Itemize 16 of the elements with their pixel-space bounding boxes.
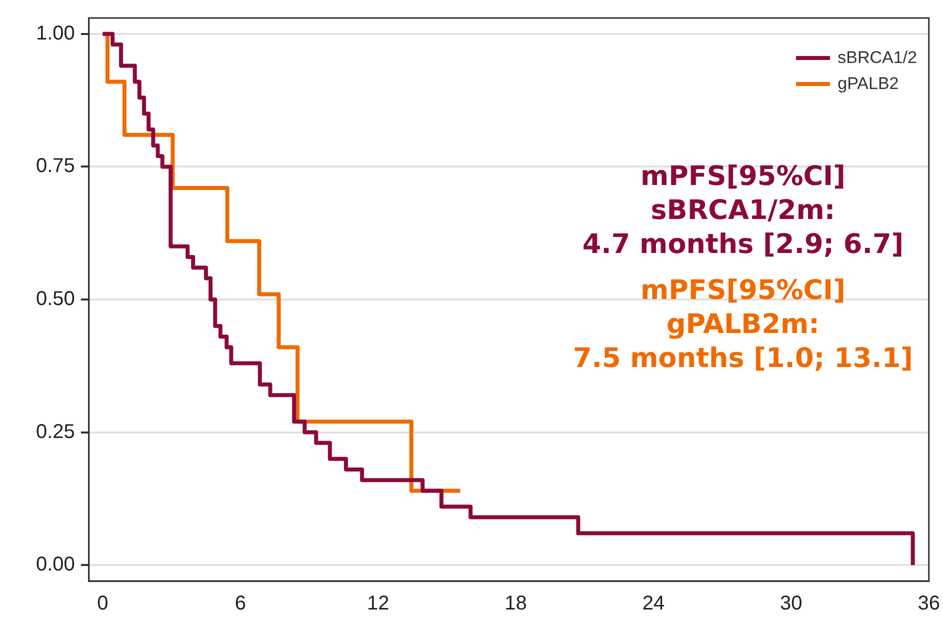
legend-label: gPALB2: [838, 74, 899, 94]
x-tick-label: 36: [918, 592, 940, 615]
x-tick-label: 30: [780, 592, 802, 615]
y-tick-label: 0.25: [36, 420, 75, 443]
x-tick-label: 12: [366, 592, 390, 615]
y-tick-label: 0.75: [36, 155, 75, 178]
x-tick-label: 18: [504, 592, 527, 615]
x-tick-label: 24: [642, 592, 665, 615]
x-tick-label: 0: [97, 592, 108, 615]
annotation: mPFS[95%CI] sBRCA1/2m: 4.7 months [2.9; 6.7]: [581, 160, 905, 262]
x-tick-label: 6: [234, 592, 246, 615]
y-tick-label: 0.00: [36, 554, 75, 576]
y-tick-label: 0.50: [36, 288, 75, 310]
annotation: mPFS[95%CI] gPALB2m: 7.5 months [1.0; 13.1]: [572, 274, 913, 376]
y-tick-label: 1.00: [36, 22, 75, 44]
legend-label: sBRCA1/2: [838, 48, 917, 68]
